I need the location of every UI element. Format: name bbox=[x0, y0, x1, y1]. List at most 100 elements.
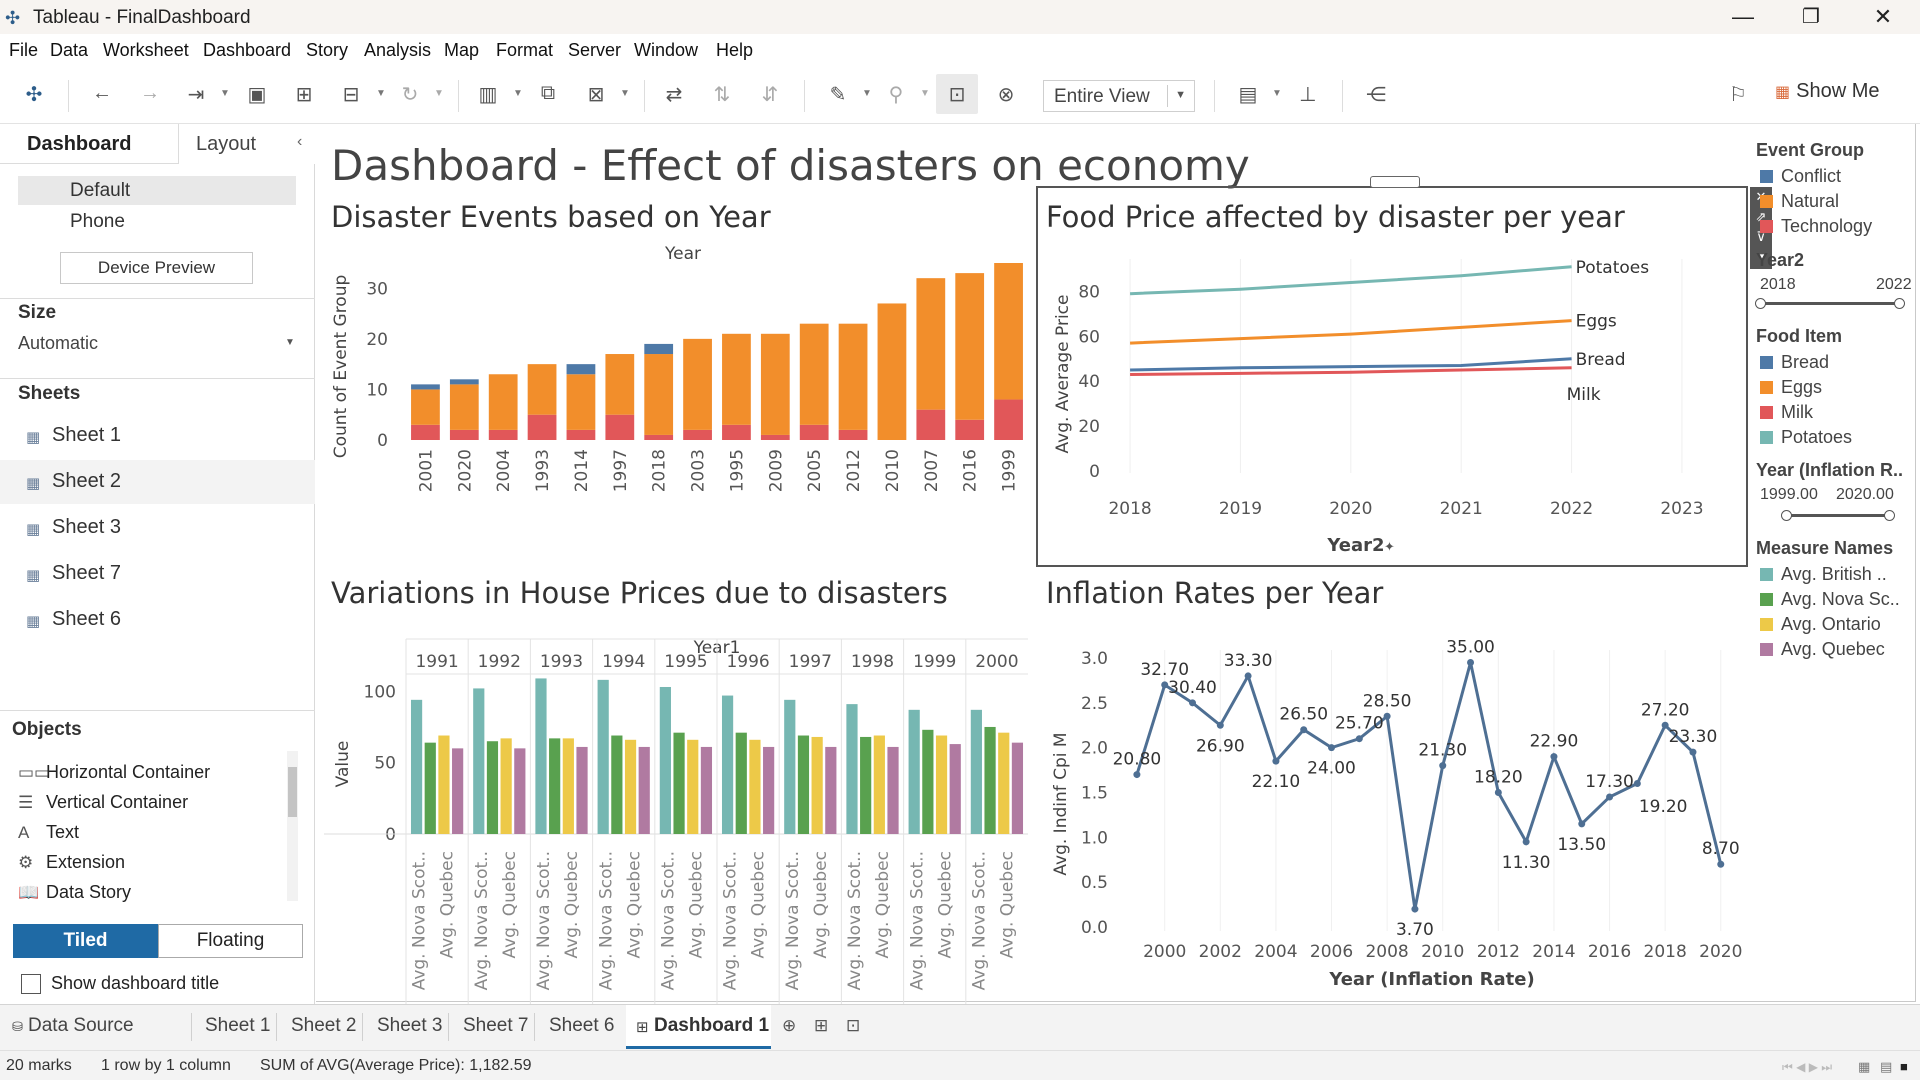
tab-dashboard-1[interactable]: ⊞ Dashboard 1 bbox=[626, 1005, 771, 1049]
food-price-chart[interactable]: Avg. Average Price 0 20 40 60 80 2018 2019 2020 2… bbox=[1038, 239, 1748, 565]
presentation-icon[interactable]: ⊥ bbox=[1299, 84, 1317, 106]
device-default[interactable]: Default bbox=[18, 176, 296, 205]
clear-icon[interactable]: ⊠ bbox=[587, 84, 605, 106]
tab-layout[interactable]: Layout bbox=[196, 133, 257, 155]
tiled-button[interactable]: Tiled bbox=[13, 924, 158, 958]
tab-sheet-6[interactable]: Sheet 6 bbox=[549, 1015, 615, 1036]
labels-icon[interactable]: ⊡ bbox=[948, 84, 966, 106]
fit-dropdown[interactable]: Entire View ▼ bbox=[1043, 80, 1195, 112]
show-cards-icon[interactable]: ▤ bbox=[1238, 84, 1258, 106]
tab-dashboard[interactable]: Dashboard bbox=[27, 133, 132, 155]
undo-icon[interactable]: ← bbox=[92, 82, 112, 104]
collapse-panel-icon[interactable]: ‹ bbox=[297, 133, 303, 150]
tab-data-source[interactable]: Data Source bbox=[28, 1015, 134, 1036]
replay-dropdown-icon[interactable]: ▼ bbox=[220, 88, 230, 99]
menu-worksheet[interactable]: Worksheet bbox=[103, 40, 189, 60]
legend-british[interactable]: Avg. British .. bbox=[1760, 564, 1887, 585]
sort-asc-icon[interactable]: ⇅ bbox=[713, 84, 731, 106]
refresh-dropdown-icon[interactable]: ▼ bbox=[434, 88, 444, 99]
year2-slider[interactable] bbox=[1755, 298, 1905, 309]
object-vertical-container[interactable]: ☰ Vertical Container bbox=[18, 792, 188, 818]
tableau-icon[interactable]: ✣ bbox=[25, 84, 43, 106]
menu-dashboard[interactable]: Dashboard bbox=[203, 40, 292, 60]
scrollbar-thumb[interactable] bbox=[288, 767, 297, 817]
menu-data[interactable]: Data bbox=[50, 40, 89, 60]
tab-sheet-3[interactable]: Sheet 3 bbox=[377, 1015, 443, 1036]
new-sheet-dropdown-icon[interactable]: ▼ bbox=[513, 88, 523, 99]
menu-window[interactable]: Window bbox=[634, 40, 699, 60]
highlight-dropdown-icon[interactable]: ▼ bbox=[862, 88, 872, 99]
object-horizontal-container[interactable]: ▭▭Horizontal Container bbox=[18, 762, 210, 788]
size-dropdown[interactable]: Automatic bbox=[18, 333, 99, 353]
menu-map[interactable]: Map bbox=[444, 40, 480, 60]
nav-arrows-icon[interactable]: ⏮ ◀ ▶ ⏭ bbox=[1782, 1060, 1833, 1074]
menu-file[interactable]: File bbox=[9, 40, 39, 60]
legend-ontario[interactable]: Avg. Ontario bbox=[1760, 614, 1881, 635]
tab-sheet-7[interactable]: Sheet 7 bbox=[463, 1015, 529, 1036]
device-preview-button[interactable]: Device Preview bbox=[60, 252, 253, 284]
view-list-icon[interactable]: ▤ bbox=[1880, 1059, 1893, 1074]
new-datasource-icon[interactable]: ⊞ bbox=[295, 84, 313, 106]
legend-bread[interactable]: Bread bbox=[1760, 352, 1829, 373]
pin-icon[interactable]: ⚲ bbox=[888, 84, 904, 106]
chevron-down-icon[interactable]: ▼ bbox=[285, 337, 295, 348]
object-extension[interactable]: ⚙ Extension bbox=[18, 852, 125, 878]
highlight-icon[interactable]: ✎ bbox=[829, 84, 847, 106]
new-story-icon[interactable]: ⊡ bbox=[846, 1016, 861, 1035]
sheet-item[interactable]: ▦ Sheet 2 bbox=[0, 460, 315, 504]
tab-sheet-2[interactable]: Sheet 2 bbox=[291, 1015, 357, 1036]
duplicate-icon[interactable]: ⧉ bbox=[540, 82, 556, 104]
inflation-chart[interactable]: Avg. Indinf Cpi M 0.0 0.5 1.0 1.5 2.0 2.5 3.0 20… bbox=[1038, 619, 1758, 1004]
menu-server[interactable]: Server bbox=[568, 40, 622, 60]
pin-dropdown-icon[interactable]: ▼ bbox=[920, 88, 930, 99]
legend-potatoes[interactable]: Potatoes bbox=[1760, 427, 1852, 448]
maximize-button[interactable]: ❐ bbox=[1802, 6, 1820, 28]
year-inflation-slider[interactable] bbox=[1781, 510, 1895, 521]
legend-natural[interactable]: Natural bbox=[1760, 191, 1839, 212]
menu-analysis[interactable]: Analysis bbox=[364, 40, 432, 60]
minimize-button[interactable]: — bbox=[1732, 4, 1754, 29]
legend-nova-scotia[interactable]: Avg. Nova Sc.. bbox=[1760, 589, 1900, 610]
view-filmstrip-icon[interactable]: ■ bbox=[1900, 1059, 1908, 1074]
object-data-story[interactable]: 📖 Data Story bbox=[18, 882, 131, 908]
replay-icon[interactable]: ⇥ bbox=[187, 84, 205, 106]
floating-button[interactable]: Floating bbox=[158, 924, 303, 958]
show-cards-dropdown-icon[interactable]: ▼ bbox=[1272, 88, 1282, 99]
more-options-icon[interactable]: ▾ bbox=[1757, 249, 1765, 264]
legend-technology[interactable]: Technology bbox=[1760, 216, 1872, 237]
new-dashboard-icon[interactable]: ⊞ bbox=[814, 1016, 829, 1035]
new-sheet-icon[interactable]: ▥ bbox=[478, 84, 498, 106]
refresh-icon[interactable]: ↻ bbox=[401, 84, 419, 106]
legend-milk[interactable]: Milk bbox=[1760, 402, 1813, 423]
show-me-button[interactable]: ▦ Show Me bbox=[1775, 80, 1880, 103]
pause-dropdown-icon[interactable]: ▼ bbox=[376, 88, 386, 99]
menu-format[interactable]: Format bbox=[496, 40, 554, 60]
objects-scrollbar[interactable] bbox=[287, 751, 298, 901]
disaster-events-chart[interactable]: Year Count of Event Group 0 10 20 30 2001 2020 2… bbox=[316, 239, 1036, 574]
filter-icon[interactable]: ⊽ bbox=[1756, 229, 1766, 244]
pin-tool-icon[interactable]: ⚐ bbox=[1729, 84, 1747, 106]
menu-help[interactable]: Help bbox=[716, 40, 754, 60]
share-icon[interactable]: ⋲ bbox=[1366, 84, 1386, 106]
view-grid-icon[interactable]: ▦ bbox=[1858, 1059, 1871, 1074]
show-title-checkbox[interactable] bbox=[21, 974, 41, 994]
save-icon[interactable]: ▣ bbox=[247, 84, 267, 106]
slider-handle[interactable] bbox=[1781, 510, 1792, 521]
sheet-item[interactable]: ▦ Sheet 6 bbox=[0, 598, 315, 642]
device-phone[interactable]: Phone bbox=[70, 211, 125, 232]
zone-move-handle[interactable] bbox=[1370, 176, 1420, 188]
sheet-item[interactable]: ▦ Sheet 7 bbox=[0, 552, 315, 596]
clear-dropdown-icon[interactable]: ▼ bbox=[620, 88, 630, 99]
redo-icon[interactable]: → bbox=[140, 82, 160, 104]
legend-eggs[interactable]: Eggs bbox=[1760, 377, 1822, 398]
legend-conflict[interactable]: Conflict bbox=[1760, 166, 1841, 187]
new-worksheet-icon[interactable]: ⊕ bbox=[782, 1016, 797, 1035]
slider-handle[interactable] bbox=[1884, 510, 1895, 521]
sheet-item[interactable]: ▦ Sheet 3 bbox=[0, 506, 315, 550]
sheet-item[interactable]: ▦ Sheet 1 bbox=[0, 414, 315, 458]
legend-quebec[interactable]: Avg. Quebec bbox=[1760, 639, 1885, 660]
fix-axes-icon[interactable]: ⊗ bbox=[997, 84, 1015, 106]
swap-icon[interactable]: ⇄ bbox=[665, 84, 683, 106]
pause-icon[interactable]: ⊟ bbox=[342, 84, 360, 106]
